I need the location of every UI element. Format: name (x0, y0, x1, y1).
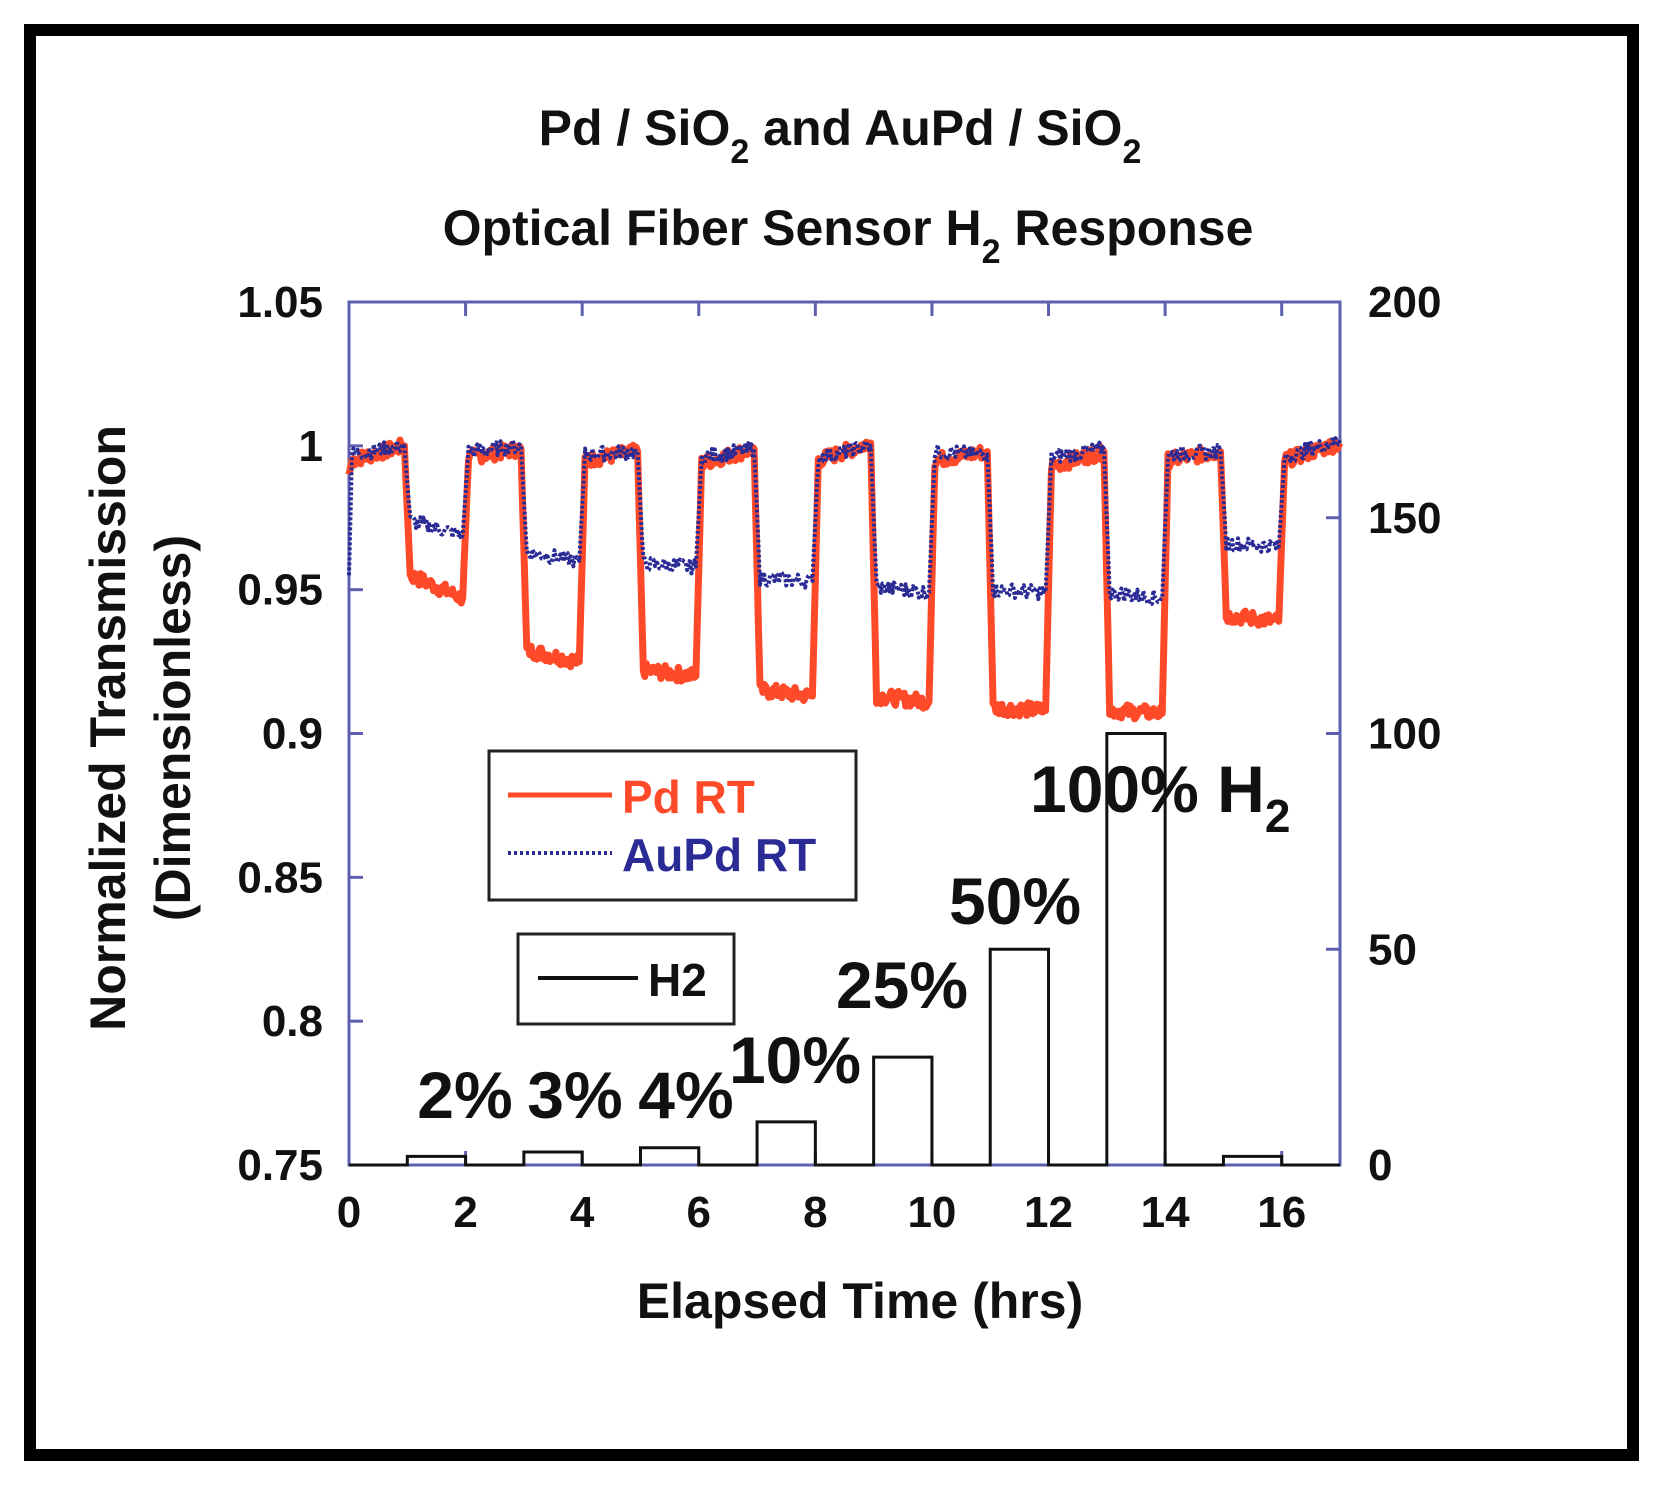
annotation-50pct: 50% (949, 864, 1081, 938)
annotation-3pct: 3% (527, 1058, 622, 1132)
y-tick-label: 0.85 (237, 853, 323, 902)
x-tick-label: 0 (337, 1188, 361, 1237)
x-tick-label: 4 (570, 1188, 595, 1237)
y2-tick-label: 50 (1368, 925, 1417, 974)
y-tick-label: 0.8 (262, 997, 323, 1046)
y-tick-label: 0.9 (262, 710, 323, 759)
chart-title-line-2: Optical Fiber Sensor H2 Response (443, 200, 1254, 271)
x-tick-label: 8 (803, 1188, 827, 1237)
annotation-25pct: 25% (836, 948, 968, 1022)
x-tick-label: 6 (687, 1188, 711, 1237)
y2-tick-label: 100 (1368, 710, 1441, 759)
legend-h2: H2 (516, 932, 736, 1026)
x-tick-label: 14 (1141, 1188, 1190, 1237)
y-axis-label-line-1: Normalized Transmission (80, 425, 136, 1031)
annotation-4pct: 4% (638, 1058, 733, 1132)
annotation-2pct: 2% (417, 1058, 512, 1132)
y2-tick-label: 200 (1368, 278, 1441, 327)
x-tick-label: 16 (1257, 1188, 1306, 1237)
y-tick-label: 1.05 (237, 278, 323, 327)
x-tick-label: 12 (1024, 1188, 1073, 1237)
plot-area: 0 2 4 6 8 10 12 14 16 0.75 0.8 0.85 0.9 0.95 1 1.05 0 50 1… (237, 278, 1441, 1237)
y2-tick-label: 150 (1368, 494, 1441, 543)
legend-box (487, 749, 858, 902)
x-tick-label: 2 (453, 1188, 477, 1237)
h2-series-line (349, 732, 1340, 1167)
legend-label-pd: Pd RT (622, 771, 755, 823)
x-axis-label: Elapsed Time (hrs) (637, 1273, 1083, 1329)
legend-transmission: Pd RT AuPd RT (487, 749, 858, 902)
y-tick-label: 1 (299, 422, 323, 471)
annotation-10pct: 10% (729, 1023, 861, 1097)
legend-label-aupd: AuPd RT (622, 829, 816, 881)
y2-tick-label: 0 (1368, 1141, 1392, 1190)
series-aupd-rt (347, 434, 1342, 606)
x-tick-label: 10 (907, 1188, 956, 1237)
chart-title-line-1: Pd / SiO2 and AuPd / SiO2 (539, 100, 1142, 171)
annotation-100pct: 100% H2 (1030, 752, 1290, 842)
y-tick-label: 0.75 (237, 1141, 323, 1190)
y-axis-label-line-2: (Dimensionless) (145, 535, 201, 921)
outer-frame (24, 24, 1639, 1461)
y-tick-label: 0.95 (237, 566, 323, 615)
legend-label-h2: H2 (648, 954, 707, 1006)
